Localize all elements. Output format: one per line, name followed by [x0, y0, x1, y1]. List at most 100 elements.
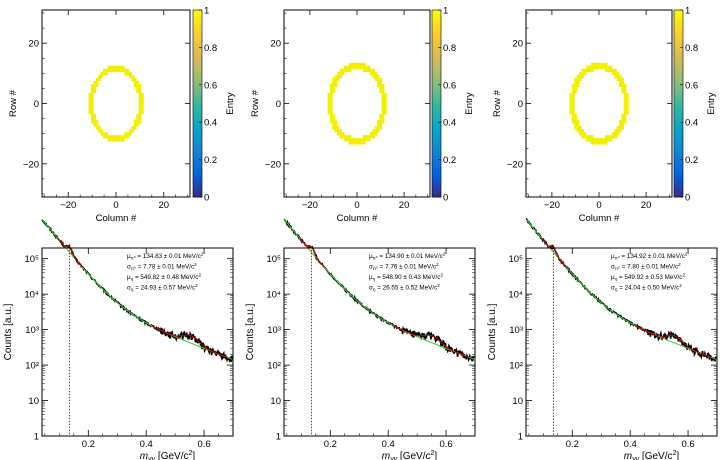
colorbar-segment	[193, 94, 202, 98]
colorbar-segment	[432, 69, 441, 73]
colorbar-segment	[193, 78, 202, 83]
ring-pixel	[602, 138, 606, 142]
x-title-unit: [GeV/c	[155, 451, 188, 460]
colorbar-segment	[432, 172, 441, 176]
colorbar-segment	[674, 137, 683, 142]
colorbar-segment	[674, 97, 683, 101]
colorbar-segment	[193, 172, 202, 176]
ring-pixel	[355, 65, 359, 70]
colorbar-segment	[193, 62, 202, 67]
ring-pixel	[571, 111, 575, 115]
ring-pixel	[576, 77, 580, 82]
ring-pixel	[336, 71, 340, 76]
y-tick-label: 1	[518, 432, 523, 443]
ring-pixels	[327, 62, 387, 145]
x-tick-label: 0.4	[624, 439, 637, 450]
ring-pixel	[607, 65, 610, 70]
ring-pixel	[100, 74, 104, 79]
ring-pixel	[621, 77, 625, 82]
annotation-subscript: η	[373, 277, 376, 282]
colorbar-segment	[193, 69, 202, 73]
ring-pixel	[332, 89, 335, 94]
ring-pixels	[88, 65, 144, 142]
ring-pixel	[355, 141, 359, 145]
ring-pixel	[362, 138, 366, 142]
colorbar-segment	[432, 168, 441, 173]
colorbar-segment	[674, 187, 683, 192]
x-tick-label: 0.2	[566, 439, 579, 450]
colorbar-segment	[432, 165, 441, 170]
ring-pixel	[105, 132, 108, 136]
colorbar-segment	[432, 187, 441, 192]
colorbar-segment	[674, 178, 683, 182]
ring-pixel	[623, 114, 627, 118]
ring-pixel	[369, 71, 373, 76]
ring-pixel	[124, 68, 128, 73]
ring-pixel	[381, 108, 385, 112]
ring-pixel	[574, 123, 577, 127]
ring-pixel	[88, 101, 92, 106]
ring-pixel	[619, 74, 622, 79]
ring-pixel	[336, 74, 340, 79]
colorbar-tick-label: 0.8	[443, 43, 456, 54]
ring-pixel	[377, 120, 380, 124]
colorbar-segment	[193, 150, 202, 154]
ring-pixel	[623, 120, 627, 124]
ring-pixel	[100, 71, 104, 76]
colorbar-segment	[432, 112, 441, 117]
x-title-close: ]	[676, 451, 679, 460]
x-title-exponent: 2	[673, 450, 677, 457]
ring-pixel	[117, 138, 120, 142]
ring-pixel	[574, 86, 577, 91]
colorbar-segment	[674, 103, 683, 108]
ring-pixel	[88, 105, 92, 109]
ring-pixel	[360, 65, 364, 70]
colorbar-segment	[193, 147, 202, 151]
y-tick-label: 0	[34, 99, 39, 110]
ring-pixel	[141, 105, 144, 109]
ring-pixel	[384, 101, 387, 106]
ring-pixel	[131, 129, 135, 133]
ring-pixel	[138, 117, 142, 121]
ring-pixel	[590, 65, 594, 70]
background-fit-series	[525, 218, 717, 360]
ring-pixel	[136, 120, 139, 124]
ring-pixel	[379, 126, 383, 130]
heatmap-panel-3: −20 0 20 −20 0 20 Column # Row # 0 0.2 0.4 0.6 0.8 1 E…	[492, 6, 717, 225]
ring-pixel	[595, 62, 599, 67]
ring-pixel	[607, 138, 610, 142]
ring-pixel	[114, 68, 118, 73]
colorbar-segment	[432, 47, 441, 51]
ring-pixel	[372, 132, 375, 136]
ring-pixel	[623, 89, 627, 94]
colorbar-segment	[193, 81, 202, 86]
x-tick-label: −20	[302, 200, 318, 211]
annotation-exponent: 2	[198, 273, 201, 278]
ring-pixel	[571, 120, 575, 124]
ring-pixel	[621, 126, 625, 130]
ring-pixel	[119, 65, 123, 70]
colorbar-segment	[674, 16, 683, 20]
ring-pixel	[609, 65, 613, 70]
ring-pixel	[353, 62, 357, 67]
ring-pixel	[105, 71, 108, 76]
ring-pixel	[360, 138, 364, 142]
ring-pixel	[586, 65, 589, 70]
ring-pixel	[334, 74, 338, 79]
fit-annotation: ση = 24.04 ± 0.50 MeV/c2	[611, 283, 682, 292]
colorbar-segment	[674, 72, 683, 76]
ring-pixel	[372, 71, 375, 76]
ring-pixel	[384, 98, 387, 103]
colorbar-segment	[674, 34, 683, 39]
colorbar-segment	[432, 62, 441, 67]
colorbar-segment	[674, 125, 683, 129]
ring-pixel	[574, 83, 577, 88]
ring-pixel	[353, 138, 357, 142]
ring-pixel	[119, 68, 123, 73]
colorbar-segment	[193, 128, 202, 132]
ring-pixel	[381, 105, 385, 109]
ring-pixel	[329, 83, 333, 88]
ring-pixel	[374, 71, 378, 76]
ring-pixel	[129, 129, 132, 133]
ring-pixel	[604, 138, 608, 142]
